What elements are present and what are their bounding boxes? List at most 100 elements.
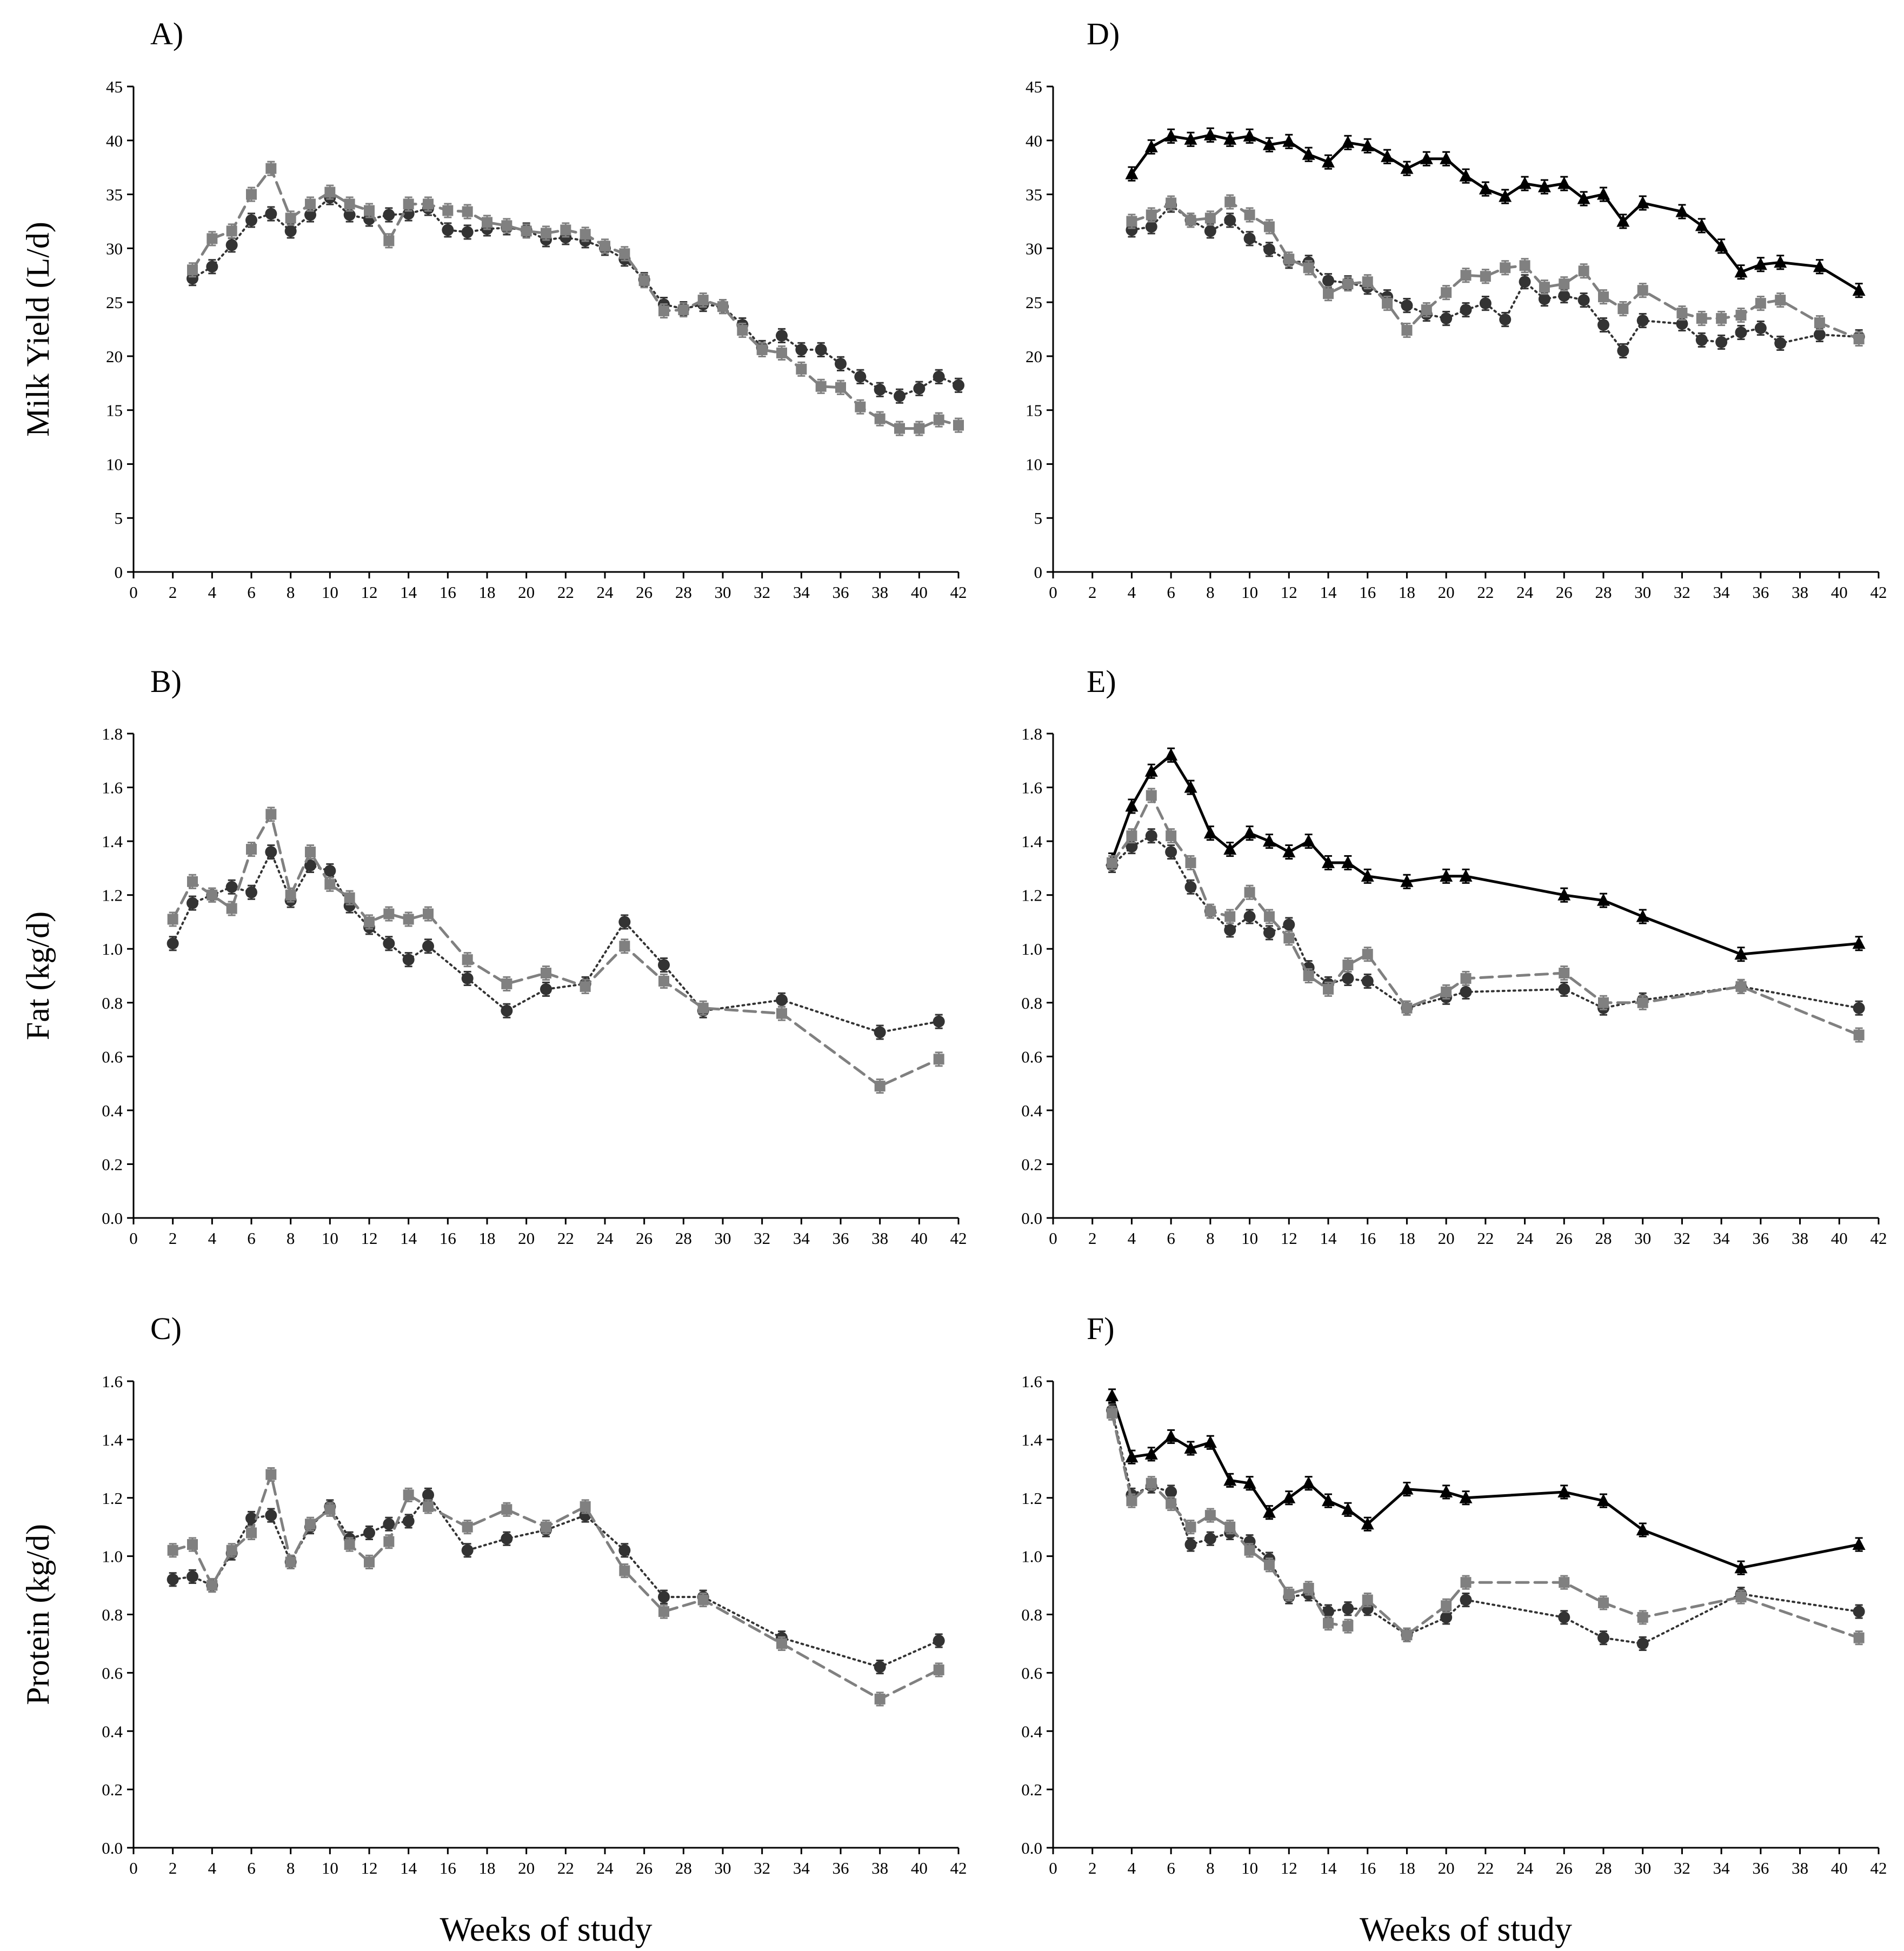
data-point-triangle (1557, 888, 1571, 901)
series-circle (1106, 828, 1865, 1016)
data-point-square (246, 189, 257, 200)
x-tick-label: 42 (1870, 1229, 1887, 1248)
x-tick-label: 20 (518, 1859, 535, 1877)
data-point-circle (304, 859, 316, 871)
data-point-triangle (1282, 1490, 1296, 1503)
data-point-triangle (1125, 167, 1139, 179)
data-point-square (501, 978, 512, 989)
data-point-triangle (1302, 834, 1315, 847)
y-tick-label: 0.4 (102, 1722, 123, 1741)
y-tick-label: 45 (1026, 77, 1042, 96)
data-point-square (1263, 221, 1275, 232)
x-tick-label: 18 (479, 1229, 496, 1248)
data-point-square (874, 1081, 886, 1092)
data-point-triangle (1203, 128, 1217, 141)
series-line (1130, 134, 1861, 292)
data-point-square (462, 1521, 473, 1533)
data-point-triangle (1774, 255, 1787, 268)
data-point-square (1362, 949, 1373, 960)
x-tick-label: 32 (754, 1859, 770, 1877)
data-point-square (226, 1544, 237, 1556)
x-tick-label: 12 (1281, 1229, 1297, 1248)
y-tick-label: 0.6 (1021, 1663, 1042, 1682)
x-tick-label: 6 (247, 583, 256, 602)
data-point-square (1421, 304, 1432, 316)
data-point-square (658, 1606, 669, 1617)
data-point-circle (618, 1544, 631, 1556)
y-tick-label: 0.6 (1021, 1047, 1042, 1066)
panel-letter: C) (150, 1311, 182, 1346)
data-point-circle (1224, 924, 1236, 936)
data-point-square (580, 1501, 591, 1512)
x-tick-label: 0 (1049, 1859, 1057, 1877)
data-point-square (1460, 973, 1472, 984)
data-point-square (265, 809, 277, 820)
y-tick-label: 1.6 (1021, 1372, 1042, 1391)
data-point-square (1676, 308, 1688, 319)
data-point-square (1853, 333, 1865, 344)
data-point-triangle (1557, 1484, 1571, 1497)
data-point-circle (461, 226, 474, 238)
x-tick-label: 38 (871, 1229, 888, 1248)
y-tick-label: 1.6 (102, 1372, 123, 1391)
data-point-circle (187, 1570, 198, 1583)
data-point-square (285, 212, 296, 224)
data-point-square (324, 187, 336, 198)
x-tick-label: 32 (754, 583, 770, 602)
data-point-square (1401, 1002, 1413, 1014)
x-tick-label: 16 (440, 1859, 456, 1877)
data-point-square (1303, 1582, 1314, 1594)
series-line (1130, 201, 1861, 341)
data-point-square (1204, 1510, 1216, 1521)
series-circle (167, 844, 945, 1040)
data-point-square (1362, 1594, 1373, 1606)
x-tick-label: 4 (1128, 1859, 1136, 1877)
x-tick-label: 28 (675, 1859, 692, 1877)
y-tick-label: 0.8 (1021, 1606, 1042, 1624)
y-tick-label: 1.2 (102, 886, 123, 905)
y-tick-label: 1.2 (102, 1489, 123, 1508)
data-point-circle (1538, 293, 1550, 305)
x-tick-label: 6 (247, 1229, 256, 1248)
data-point-circle (363, 1527, 375, 1539)
data-point-square (1204, 905, 1216, 917)
data-point-circle (265, 846, 277, 858)
series-triangle (1125, 127, 1866, 298)
data-point-square (364, 1556, 375, 1568)
data-point-square (1598, 1597, 1609, 1608)
data-point-square (265, 163, 277, 174)
data-point-square (324, 1504, 336, 1515)
x-tick-label: 40 (1831, 583, 1848, 602)
series-line (1110, 754, 1861, 956)
data-point-circle (1519, 276, 1531, 288)
data-point-circle (933, 1635, 945, 1647)
data-point-square (894, 423, 905, 434)
y-tick-label: 1.2 (1021, 1489, 1042, 1508)
x-tick-label: 4 (208, 1229, 217, 1248)
data-point-square (619, 1565, 630, 1576)
x-tick-label: 20 (518, 583, 535, 602)
data-point-triangle (1459, 869, 1473, 882)
data-point-square (344, 1539, 355, 1550)
data-point-square (187, 876, 198, 887)
panel-letter: F) (1087, 1311, 1115, 1346)
data-point-square (1323, 288, 1334, 299)
y-tick-label: 1.0 (1021, 1547, 1042, 1566)
data-point-circle (658, 1591, 670, 1603)
x-tick-label: 8 (1206, 1859, 1215, 1877)
data-point-circle (1460, 1594, 1472, 1606)
panel-b: B)0.00.20.40.60.81.01.21.41.61.80 2 4 6 8 10 1… (20, 664, 967, 1248)
data-point-square (1283, 933, 1295, 944)
y-tick-label: 1.0 (102, 1547, 123, 1566)
data-point-square (305, 1519, 316, 1530)
x-tick-label: 14 (400, 1859, 417, 1877)
data-point-square (1500, 262, 1511, 274)
x-tick-label: 18 (479, 1859, 496, 1877)
data-point-square (658, 975, 669, 987)
series-line (171, 1494, 940, 1668)
x-tick-label: 34 (1713, 583, 1730, 602)
data-point-triangle (1381, 149, 1394, 162)
x-tick-label: 24 (1516, 1859, 1534, 1877)
data-point-circle (1460, 304, 1472, 316)
data-point-square (1126, 1495, 1137, 1507)
